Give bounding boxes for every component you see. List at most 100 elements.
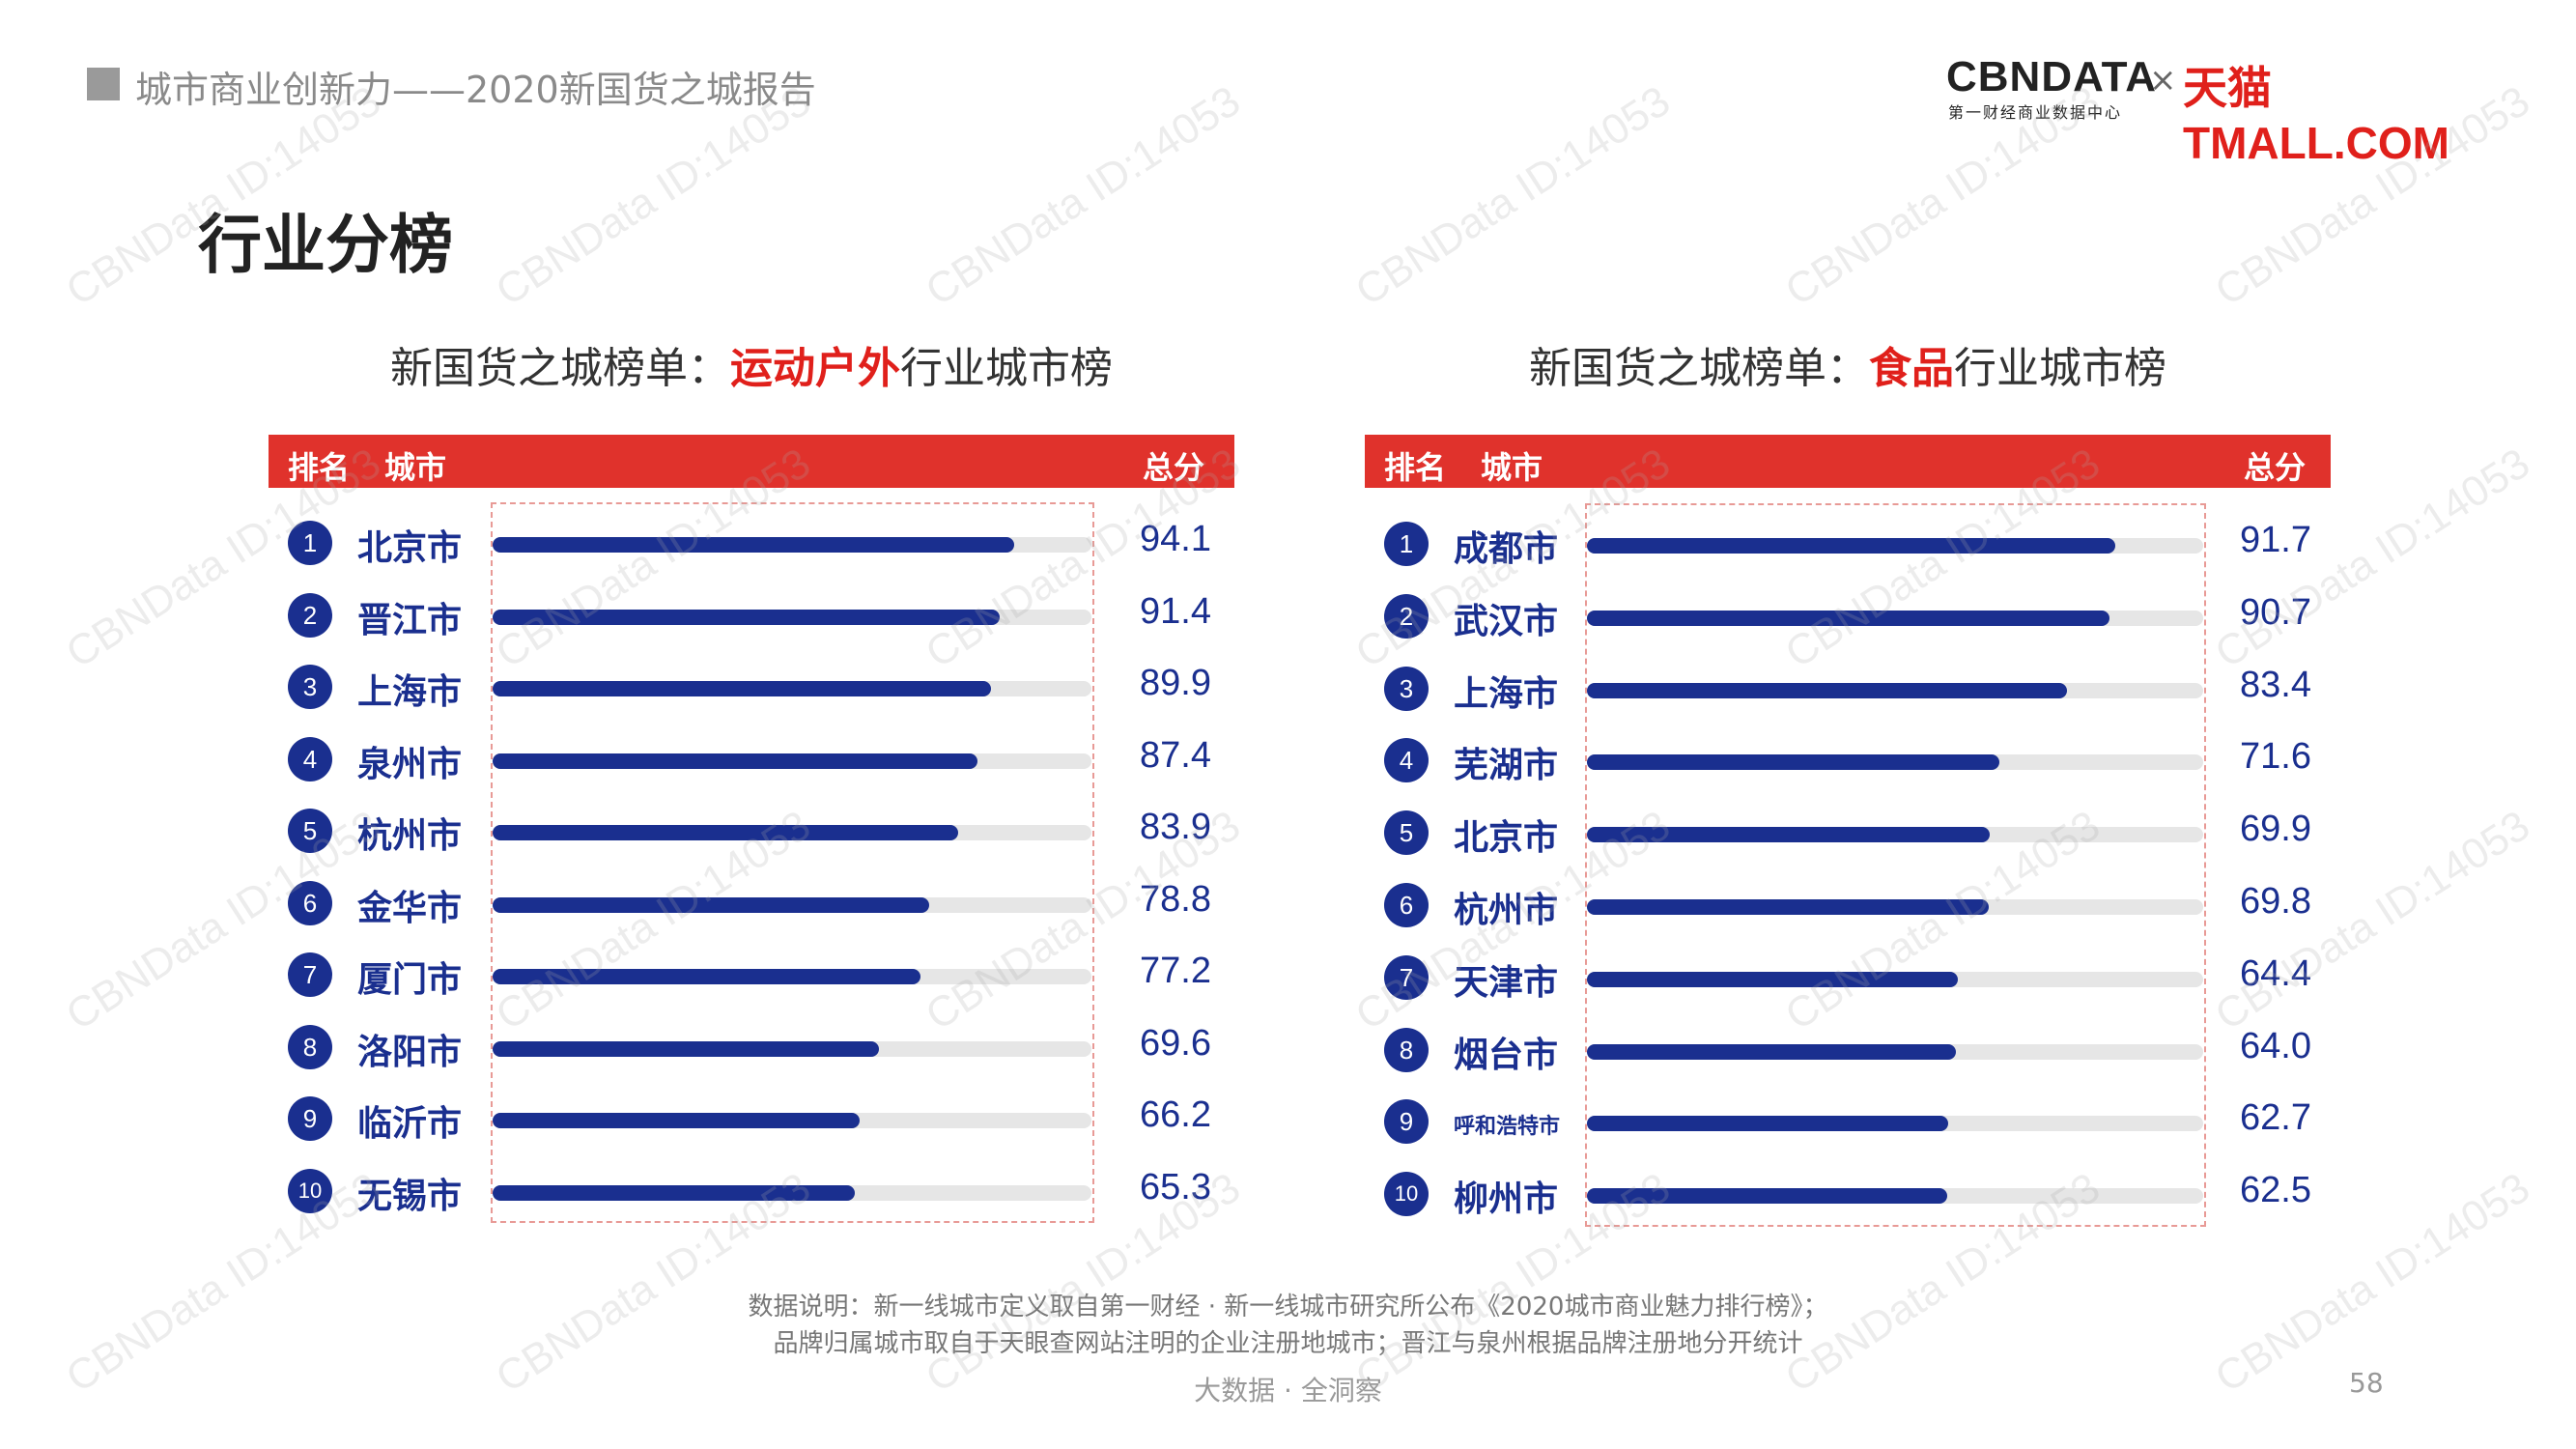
bar bbox=[493, 681, 992, 696]
score-label: 64.4 bbox=[2240, 952, 2311, 994]
city-label: 无锡市 bbox=[357, 1176, 463, 1216]
bar-track bbox=[1587, 754, 2203, 771]
bar-area-frame bbox=[491, 502, 1094, 1223]
city-label: 晋江市 bbox=[357, 600, 463, 640]
city-label: 芜湖市 bbox=[1454, 746, 1559, 786]
score-label: 77.2 bbox=[1140, 951, 1211, 991]
chart-title-highlight: 运动户外 bbox=[730, 344, 900, 393]
rank-badge: 1 bbox=[1384, 522, 1429, 566]
bar-row: 5 北京市 69.9 bbox=[1365, 797, 2331, 868]
city-label: 柳州市 bbox=[1454, 1179, 1559, 1220]
bar-row: 9 临沂市 66.2 bbox=[269, 1083, 1234, 1154]
bar-row: 2 武汉市 90.7 bbox=[1365, 581, 2331, 652]
bar-track bbox=[1587, 1116, 2203, 1132]
rank-badge: 9 bbox=[1384, 1099, 1429, 1145]
score-label: 89.9 bbox=[1140, 663, 1211, 703]
score-label: 78.8 bbox=[1140, 878, 1211, 920]
bar-row: 4 芜湖市 71.6 bbox=[1365, 724, 2331, 796]
score-label: 69.6 bbox=[1140, 1022, 1211, 1064]
chart-title-suffix: 行业城市榜 bbox=[900, 344, 1113, 393]
bar bbox=[1587, 1116, 1948, 1132]
data-note-line1: 数据说明：新一线城市定义取自第一财经 · 新一线城市研究所公布《2020城市商业… bbox=[748, 1293, 1828, 1321]
score-label: 62.7 bbox=[2240, 1097, 2311, 1139]
score-label: 69.9 bbox=[2240, 809, 2311, 850]
score-label: 91.7 bbox=[2240, 520, 2311, 560]
rank-badge: 3 bbox=[1384, 666, 1429, 711]
rank-badge: 5 bbox=[1384, 810, 1429, 856]
chart-title: 新国货之城榜单：食品行业城市榜 bbox=[1365, 333, 2331, 395]
bar-row: 2 晋江市 91.4 bbox=[269, 580, 1234, 651]
bar-row: 10 无锡市 65.3 bbox=[269, 1155, 1234, 1227]
watermark-text: CBNData ID:14053 bbox=[918, 76, 1249, 316]
rank-badge: 7 bbox=[288, 952, 332, 997]
bar bbox=[1587, 899, 1990, 915]
bar-track bbox=[1587, 682, 2203, 698]
rank-badge: 7 bbox=[1384, 954, 1429, 1000]
score-label: 83.9 bbox=[1140, 807, 1211, 847]
header-city: 城市 bbox=[384, 449, 447, 486]
rank-badge: 10 bbox=[1384, 1172, 1429, 1217]
city-label: 武汉市 bbox=[1454, 601, 1559, 641]
bar bbox=[493, 969, 921, 984]
bar bbox=[493, 1113, 861, 1128]
bar-row: 4 泉州市 87.4 bbox=[269, 724, 1234, 795]
bar bbox=[1587, 682, 2068, 698]
rank-badge: 8 bbox=[1384, 1027, 1429, 1072]
bar-track bbox=[493, 537, 1091, 553]
rank-badge: 1 bbox=[288, 521, 332, 565]
bar bbox=[1587, 1188, 1947, 1205]
bar-track bbox=[493, 753, 1091, 769]
cbndata-logo: CBNDATA bbox=[1946, 53, 2157, 100]
score-label: 71.6 bbox=[2240, 736, 2311, 778]
city-label: 临沂市 bbox=[357, 1104, 463, 1144]
city-label: 北京市 bbox=[1454, 818, 1559, 859]
logo-separator: × bbox=[2149, 61, 2177, 99]
city-label: 成都市 bbox=[1454, 529, 1559, 569]
score-label: 66.2 bbox=[1140, 1094, 1211, 1135]
column-header: 排名 城市 总分 bbox=[269, 435, 1234, 488]
bar-row: 8 洛阳市 69.6 bbox=[269, 1011, 1234, 1083]
chart-title-highlight: 食品 bbox=[1869, 344, 1954, 393]
bar-track bbox=[1587, 1188, 2203, 1205]
data-note-line2: 品牌归属城市取自于天眼查网站注明的企业注册地城市；晋江与泉州根据品牌注册地分开统… bbox=[773, 1329, 1803, 1358]
bar-track bbox=[1587, 827, 2203, 843]
chart-title-prefix: 新国货之城榜单： bbox=[1529, 344, 1869, 393]
bar-track bbox=[1587, 899, 2203, 915]
bar-track bbox=[493, 1184, 1091, 1201]
cbndata-logo-subtitle: 第一财经商业数据中心 bbox=[1948, 103, 2123, 122]
city-label: 天津市 bbox=[1454, 962, 1559, 1003]
city-label: 烟台市 bbox=[1454, 1035, 1559, 1075]
city-label: 上海市 bbox=[357, 672, 463, 712]
score-label: 65.3 bbox=[1140, 1166, 1211, 1208]
bar bbox=[493, 1184, 855, 1201]
bar-track bbox=[493, 1113, 1091, 1128]
city-label: 呼和浩特市 bbox=[1454, 1115, 1561, 1140]
city-label: 金华市 bbox=[357, 888, 463, 928]
bar-row: 6 金华市 78.8 bbox=[269, 867, 1234, 939]
header-score: 总分 bbox=[1143, 449, 1205, 486]
city-label: 上海市 bbox=[1454, 673, 1559, 714]
page-title: 行业分榜 bbox=[198, 208, 453, 282]
rank-badge: 6 bbox=[288, 880, 332, 925]
report-title: 城市商业创新力——2020新国货之城报告 bbox=[135, 69, 816, 111]
score-label: 94.1 bbox=[1140, 519, 1211, 559]
bar-row: 1 北京市 94.1 bbox=[269, 507, 1234, 579]
rank-badge: 2 bbox=[1384, 593, 1429, 639]
bar bbox=[1587, 754, 1999, 771]
bar-track bbox=[493, 896, 1091, 913]
score-label: 83.4 bbox=[2240, 664, 2311, 705]
bar-track bbox=[493, 1040, 1091, 1057]
bar-track bbox=[1587, 1043, 2203, 1060]
score-label: 90.7 bbox=[2240, 591, 2311, 633]
rank-badge: 5 bbox=[288, 809, 332, 853]
column-header: 排名 城市 总分 bbox=[1365, 435, 2331, 488]
city-label: 杭州市 bbox=[1454, 891, 1559, 930]
bar-row: 10 柳州市 62.5 bbox=[1365, 1158, 2331, 1230]
bar bbox=[1587, 610, 2109, 626]
bar bbox=[493, 825, 958, 840]
bar-row: 1 成都市 91.7 bbox=[1365, 508, 2331, 580]
bar-row: 7 厦门市 77.2 bbox=[269, 939, 1234, 1010]
bar-track bbox=[1587, 971, 2203, 987]
watermark-text: CBNData ID:14053 bbox=[1347, 76, 1679, 316]
tmall-logo: 天猫TMALL.COM bbox=[2183, 63, 2449, 168]
